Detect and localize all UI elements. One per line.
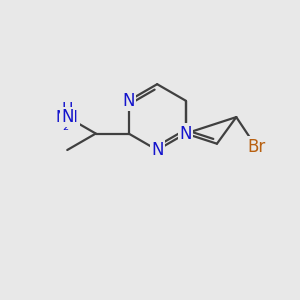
Text: N: N: [179, 124, 192, 142]
Text: ₂: ₂: [63, 118, 69, 133]
Text: Br: Br: [247, 138, 265, 156]
Text: H: H: [61, 102, 73, 117]
Text: N: N: [122, 92, 135, 110]
Text: NH: NH: [56, 110, 79, 124]
Text: N: N: [61, 108, 74, 126]
Text: N: N: [151, 141, 164, 159]
